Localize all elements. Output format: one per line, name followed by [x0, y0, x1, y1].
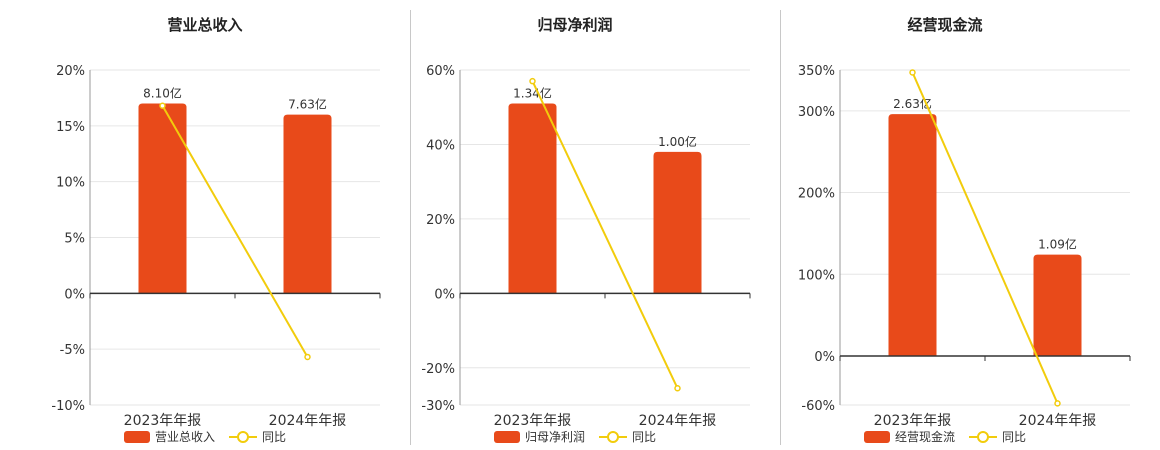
x-category-label: 2023年年报 — [494, 413, 572, 429]
bar — [508, 103, 557, 294]
x-category-label: 2023年年报 — [874, 413, 952, 429]
bar — [138, 103, 187, 294]
y-tick-label: 5% — [64, 232, 85, 247]
bar — [1033, 254, 1082, 356]
yoy-point — [674, 385, 681, 392]
chart-svg-net-profit: -30% -20% 0% 20% 40% 60% 1.34亿 1.00亿 2023年年报 2024… — [421, 64, 751, 429]
panel-divider — [780, 10, 781, 445]
y-tick-label: 100% — [798, 268, 835, 283]
legend-bar-label: 归母净利润 — [524, 430, 585, 444]
y-tick-label: -20% — [421, 362, 455, 377]
chart-title: 经营现金流 — [907, 16, 983, 34]
yoy-line — [531, 80, 679, 389]
legend-bar-label: 经营现金流 — [894, 430, 955, 444]
chart-legend: 归母净利润 同比 — [370, 428, 780, 445]
chart-svg-revenue: -10% -5% 0% 5% 10% 15% 20% 8.10亿 7.63亿 2023年年报 202… — [51, 64, 381, 429]
bar-data-label: 2.63亿 — [893, 96, 932, 111]
y-tick-label: -5% — [60, 343, 85, 358]
y-tick-label: 0% — [814, 350, 835, 365]
x-category-label: 2024年年报 — [639, 413, 717, 429]
y-tick-label: 20% — [56, 64, 85, 79]
yoy-point — [1054, 400, 1061, 407]
y-tick-label: 60% — [426, 64, 455, 79]
legend-item-bar[interactable]: 经营现金流 — [863, 428, 955, 445]
legend-item-line[interactable]: 同比 — [969, 428, 1026, 445]
y-tick-label: 40% — [426, 138, 455, 153]
bar-data-label: 8.10亿 — [143, 86, 182, 101]
y-tick-label: 0% — [434, 287, 455, 302]
legend-item-bar[interactable]: 营业总收入 — [123, 428, 215, 445]
legend-bar-swatch — [863, 430, 890, 443]
chart-title: 营业总收入 — [167, 16, 243, 34]
chart-panel-revenue: 营业总收入 -10% -5% 0% 5% 10% 15% 20% 8.10亿 7.63亿 2023… — [0, 0, 410, 450]
legend-item-bar[interactable]: 归母净利润 — [493, 428, 585, 445]
bar — [283, 114, 332, 294]
legend-bar-label: 营业总收入 — [154, 430, 215, 444]
chart-svg-operating-cash-flow: -60% 0% 100% 200% 300% 350% 2.63亿 1.09亿 2023年年报 2… — [798, 64, 1131, 429]
yoy-line — [911, 72, 1059, 404]
y-tick-label: -10% — [51, 399, 85, 414]
yoy-point — [909, 69, 916, 76]
chart-panel-operating-cash-flow: 经营现金流 -60% 0% 100% 200% 300% 350% 2.63亿 1.09亿 20… — [740, 0, 1150, 450]
x-category-label: 2024年年报 — [1019, 413, 1097, 429]
legend-line-swatch — [599, 430, 627, 443]
bar-data-label: 1.00亿 — [658, 134, 697, 149]
bar — [888, 114, 937, 356]
y-tick-label: -60% — [801, 399, 835, 414]
bar — [653, 151, 702, 294]
y-tick-label: 0% — [64, 287, 85, 302]
legend-line-label: 同比 — [262, 430, 287, 444]
legend-item-line[interactable]: 同比 — [599, 428, 656, 445]
yoy-point — [159, 102, 166, 109]
legend-line-label: 同比 — [1002, 430, 1027, 444]
legend-bar-swatch — [493, 430, 520, 443]
y-tick-label: 15% — [56, 120, 85, 135]
y-tick-label: 200% — [798, 187, 835, 202]
bar-data-label: 1.09亿 — [1038, 237, 1077, 252]
bar-data-label: 7.63亿 — [288, 97, 327, 112]
legend-line-swatch — [969, 430, 997, 443]
panel-divider — [410, 10, 411, 445]
chart-panel-net-profit: 归母净利润 -30% -20% 0% 20% 40% 60% 1.34亿 1.00亿 2023年… — [370, 0, 780, 450]
chart-legend: 经营现金流 同比 — [740, 428, 1150, 445]
y-tick-label: -30% — [421, 399, 455, 414]
legend-item-line[interactable]: 同比 — [229, 428, 286, 445]
x-category-label: 2023年年报 — [124, 413, 202, 429]
yoy-point — [529, 77, 536, 85]
yoy-line — [161, 105, 309, 358]
legend-line-label: 同比 — [632, 430, 657, 444]
y-tick-label: 20% — [426, 213, 455, 228]
y-tick-label: 300% — [798, 105, 835, 120]
yoy-point — [304, 353, 311, 361]
x-category-label: 2024年年报 — [269, 413, 347, 429]
y-tick-label: 10% — [56, 176, 85, 191]
bar-data-label: 1.34亿 — [513, 86, 552, 101]
legend-bar-swatch — [123, 430, 150, 443]
chart-legend: 营业总收入 同比 — [0, 428, 410, 445]
legend-line-swatch — [229, 430, 257, 443]
y-tick-label: 350% — [798, 64, 835, 79]
chart-title: 归母净利润 — [537, 16, 613, 34]
